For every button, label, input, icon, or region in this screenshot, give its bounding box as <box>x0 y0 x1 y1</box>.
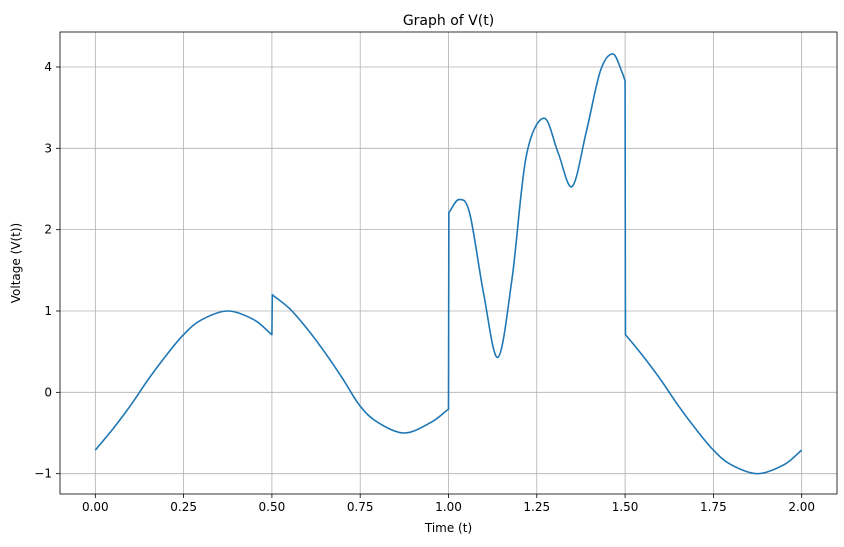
x-tick-label: 2.00 <box>788 500 815 514</box>
chart-title: Graph of V(t) <box>403 13 494 29</box>
ticks: 0.00 0.25 0.50 0.75 1.00 1.25 1.50 1.75 2.00 −1 0 1… <box>34 60 815 514</box>
x-tick-label: 0.50 <box>259 500 286 514</box>
x-tick-label: 0.00 <box>82 500 109 514</box>
x-tick-label: 0.25 <box>170 500 197 514</box>
y-tick-label: 1 <box>44 304 52 318</box>
y-tick-label: −1 <box>34 467 52 481</box>
x-axis-label: Time (t) <box>424 521 472 535</box>
x-tick-label: 1.50 <box>612 500 639 514</box>
y-tick-label: 2 <box>44 223 52 237</box>
series-layer <box>94 53 803 475</box>
y-tick-label: 0 <box>44 385 52 399</box>
x-tick-label: 1.25 <box>523 500 550 514</box>
y-tick-label: 4 <box>44 60 52 74</box>
y-tick-label: 3 <box>44 141 52 155</box>
x-tick-label: 1.75 <box>700 500 727 514</box>
series-line <box>94 53 803 475</box>
x-tick-label: 1.00 <box>435 500 462 514</box>
x-tick-label: 0.75 <box>347 500 374 514</box>
y-axis-label: Voltage (V(t)) <box>9 223 23 303</box>
